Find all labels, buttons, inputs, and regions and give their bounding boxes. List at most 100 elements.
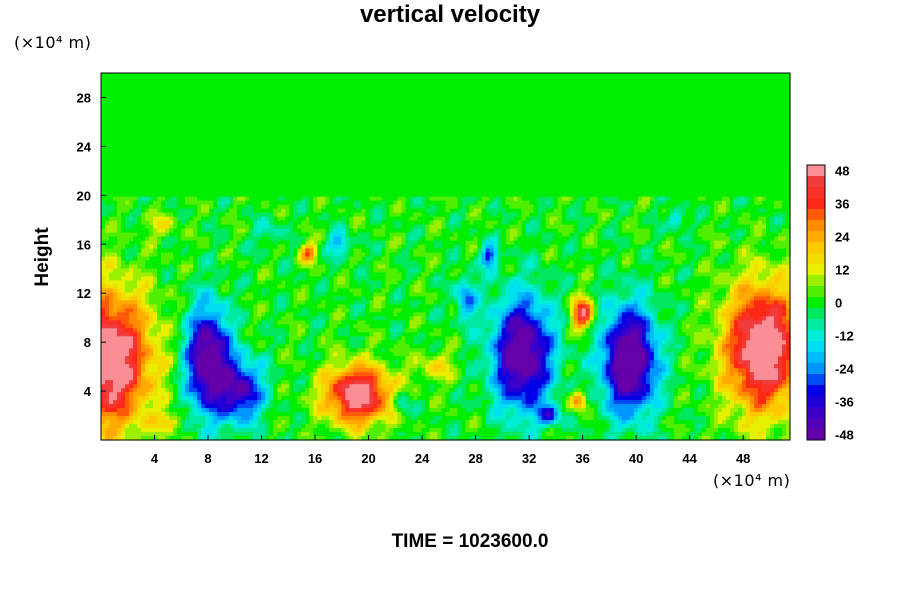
heatmap-cell — [205, 128, 210, 134]
heatmap-cell — [525, 180, 531, 186]
heatmap-cell — [273, 76, 278, 82]
heatmap-cell — [709, 96, 715, 102]
heatmap-cell — [389, 84, 395, 90]
heatmap-cell — [485, 148, 491, 154]
heatmap-cell — [409, 76, 415, 82]
heatmap-cell — [325, 180, 330, 186]
heatmap-cell — [337, 88, 342, 94]
heatmap-cell — [773, 128, 779, 134]
heatmap-cell — [581, 92, 587, 98]
heatmap-cell — [429, 120, 435, 126]
heatmap-cell — [505, 96, 511, 102]
heatmap-cell — [289, 88, 294, 94]
heatmap-cell — [313, 172, 318, 178]
heatmap-cell — [289, 96, 294, 102]
heatmap-cell — [493, 156, 499, 162]
heatmap-cell — [661, 116, 667, 122]
heatmap-cell — [153, 88, 158, 94]
heatmap-cell — [317, 168, 322, 174]
heatmap-cell — [109, 76, 114, 82]
heatmap-cell — [749, 152, 755, 158]
heatmap-cell — [297, 112, 302, 118]
heatmap-cell — [345, 132, 350, 138]
heatmap-cell — [273, 160, 278, 166]
heatmap-cell — [613, 144, 619, 150]
heatmap-cell — [673, 112, 679, 118]
heatmap-cell — [577, 124, 583, 130]
heatmap-cell — [565, 116, 571, 122]
heatmap-cell — [109, 84, 114, 90]
heatmap-cell — [277, 172, 282, 178]
heatmap-cell — [625, 180, 631, 186]
heatmap-cell — [713, 104, 719, 110]
heatmap-cell — [673, 92, 679, 98]
heatmap-cell — [737, 88, 743, 94]
heatmap-cell — [573, 140, 579, 146]
heatmap-cell — [525, 184, 531, 190]
heatmap-cell — [377, 168, 383, 174]
heatmap-cell — [665, 112, 671, 118]
heatmap-cell — [289, 168, 294, 174]
heatmap-cell — [217, 176, 222, 182]
heatmap-cell — [109, 112, 114, 118]
heatmap-cell — [345, 168, 350, 174]
heatmap-cell — [317, 152, 322, 158]
heatmap-cell — [269, 180, 274, 186]
heatmap-cell — [721, 92, 727, 98]
heatmap-cell — [421, 172, 427, 178]
heatmap-cell — [161, 104, 166, 110]
heatmap-cell — [513, 168, 519, 174]
heatmap-cell — [689, 160, 695, 166]
heatmap-cell — [221, 144, 226, 150]
heatmap-cell — [249, 116, 254, 122]
heatmap-cell — [337, 152, 342, 158]
heatmap-cell — [609, 120, 615, 126]
heatmap-cell — [485, 156, 491, 162]
heatmap-cell — [133, 128, 138, 134]
heatmap-cell — [125, 184, 130, 190]
heatmap-cell — [253, 88, 258, 94]
heatmap-cell — [625, 92, 631, 98]
heatmap-cell — [757, 112, 763, 118]
heatmap-cell — [305, 84, 310, 90]
heatmap-cell — [645, 136, 651, 142]
heatmap-cell — [721, 144, 727, 150]
heatmap-cell — [197, 108, 202, 114]
heatmap-cell — [633, 152, 639, 158]
heatmap-cell — [541, 84, 547, 90]
heatmap-cell — [241, 96, 246, 102]
heatmap-cell — [557, 172, 563, 178]
heatmap-cell — [617, 156, 623, 162]
heatmap-cell — [185, 180, 190, 186]
heatmap-cell — [569, 108, 575, 114]
heatmap-cell — [661, 128, 667, 134]
heatmap-cell — [413, 168, 419, 174]
heatmap-cell — [209, 128, 214, 134]
heatmap-cell — [657, 164, 663, 170]
heatmap-cell — [521, 84, 527, 90]
heatmap-cell — [293, 132, 298, 138]
heatmap-cell — [541, 100, 547, 106]
heatmap-cell — [649, 180, 655, 186]
heatmap-cell — [289, 112, 294, 118]
heatmap-cell — [177, 73, 182, 78]
heatmap-cell — [137, 180, 142, 186]
heatmap-cell — [673, 160, 679, 166]
heatmap-cell — [213, 156, 218, 162]
heatmap-cell — [133, 144, 138, 150]
heatmap-cell — [609, 156, 615, 162]
heatmap-cell — [105, 76, 110, 82]
heatmap-cell — [105, 73, 110, 78]
heatmap-cell — [417, 76, 423, 82]
heatmap-cell — [745, 80, 751, 86]
heatmap-cell — [221, 156, 226, 162]
heatmap-cell — [161, 128, 166, 134]
heatmap-cell — [729, 92, 735, 98]
heatmap-cell — [469, 92, 475, 98]
heatmap-cell — [489, 84, 495, 90]
heatmap-cell — [169, 176, 174, 182]
heatmap-cell — [549, 128, 555, 134]
heatmap-cell — [261, 156, 266, 162]
heatmap-cell — [465, 100, 471, 106]
heatmap-cell — [545, 164, 551, 170]
